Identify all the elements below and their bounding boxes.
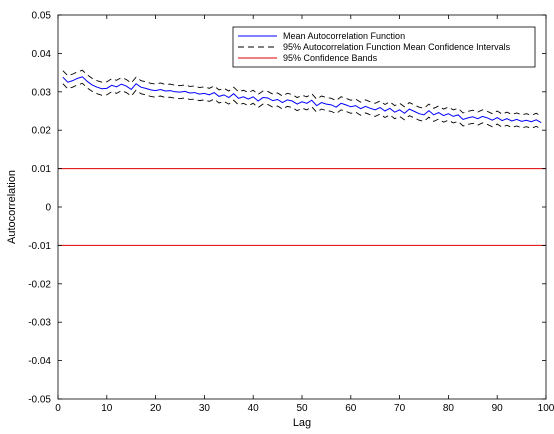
y-tick-label: 0.03 — [32, 87, 52, 98]
x-tick-label: 30 — [199, 403, 211, 414]
x-tick-label: 0 — [55, 403, 61, 414]
y-tick-label: 0.02 — [32, 126, 52, 137]
y-tick-label: -0.02 — [28, 279, 51, 290]
y-tick-label: -0.04 — [28, 356, 51, 367]
x-tick-label: 100 — [538, 403, 554, 414]
x-tick-label: 10 — [101, 403, 113, 414]
plot-frame — [57, 14, 547, 400]
x-tick-label: 40 — [248, 403, 260, 414]
y-tick-label: -0.05 — [28, 395, 51, 406]
y-tick-label: -0.01 — [28, 241, 51, 252]
y-tick-label: 0 — [45, 203, 51, 214]
x-tick-label: 50 — [296, 403, 308, 414]
legend-box — [232, 26, 536, 68]
legend: Mean Autocorrelation Function 95% Autoco… — [232, 26, 536, 68]
series-lines-group — [62, 69, 542, 130]
series-line-mean — [62, 76, 542, 123]
y-tick-label: 0.05 — [32, 11, 52, 22]
y-tick-label: 0.04 — [32, 49, 52, 60]
series-line-ci-upper — [62, 69, 542, 117]
legend-label-mean: Mean Autocorrelation Function — [283, 31, 405, 41]
confidence-bands-group — [58, 168, 546, 246]
x-axis-label: Lag — [293, 417, 311, 429]
legend-label-ci: 95% Autocorrelation Function Mean Confid… — [283, 42, 511, 52]
series-line-ci-lower — [62, 82, 542, 130]
x-tick-label: 80 — [443, 403, 455, 414]
y-tick-label: -0.03 — [28, 318, 51, 329]
x-tick-label: 20 — [150, 403, 162, 414]
x-tick-label: 90 — [492, 403, 504, 414]
y-axis-label: Autocorrelation — [6, 170, 18, 244]
x-tick-label: 70 — [394, 403, 406, 414]
y-tick-label: 0.01 — [32, 164, 52, 175]
x-tick-label: 60 — [345, 403, 357, 414]
x-axis-ticks: 0 10 20 30 40 50 60 70 80 90 100 — [55, 15, 554, 414]
legend-label-bands: 95% Confidence Bands — [283, 53, 378, 63]
y-axis-ticks: -0.05 -0.04 -0.03 -0.02 -0.01 0 0.01 0.02 0.03 0.… — [28, 11, 546, 406]
